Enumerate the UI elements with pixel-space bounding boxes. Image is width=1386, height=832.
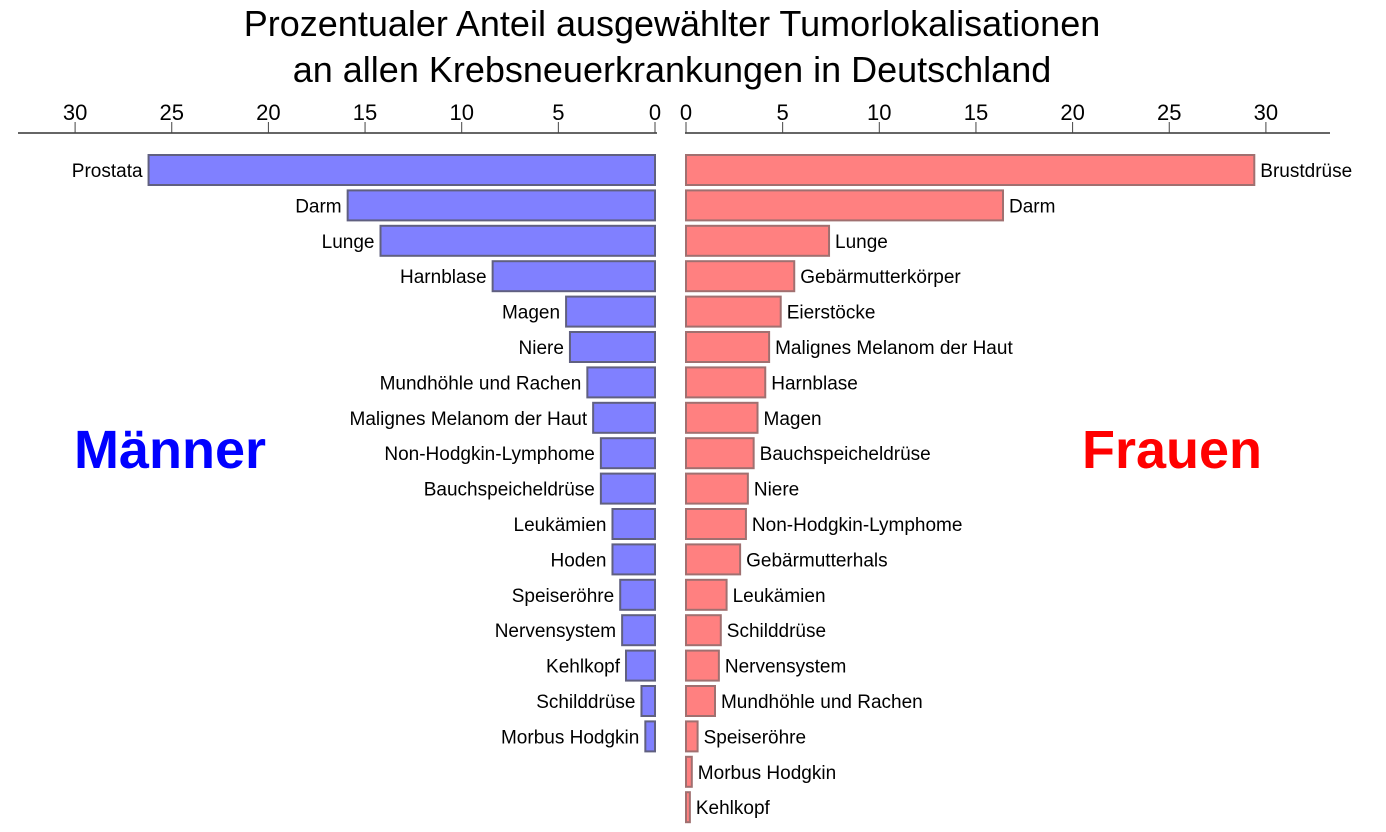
women-tick-label: 25 [1157,100,1181,125]
chart-title-line-1: Prozentualer Anteil ausgewählter Tumorlo… [244,3,1101,44]
women-bar [685,260,796,293]
women-bar [685,614,722,647]
men-category-label: Prostata [72,161,143,182]
women-bar [685,401,759,434]
men-bar [586,366,656,399]
women-bar [685,154,1256,186]
women-panel: 0 5 10 15 20 25 30 Brustdrüse Darm Lunge Gebärmutt… [680,100,1352,824]
men-tick-label: 25 [160,100,184,125]
men-tick-label: 0 [649,100,661,125]
women-bar [685,224,831,257]
men-bar [621,614,656,647]
men-category-label: Niere [519,338,564,359]
women-category-label: Brustdrüse [1260,161,1352,182]
men-category-label: Harnblase [400,267,487,288]
men-bar [599,472,656,505]
women-bar [685,649,720,682]
men-category-label: Mundhöhle und Rachen [380,373,582,394]
women-category-label: Magen [764,409,822,430]
men-category-label: Kehlkopf [546,657,621,678]
women-bar [685,189,1005,222]
women-category-label: Niere [754,480,799,501]
women-category-label: Leukämien [733,586,826,607]
men-bar [147,154,657,186]
men-bar [565,295,656,328]
men-tick-label: 5 [552,100,564,125]
women-bar [685,366,767,399]
men-category-label: Speiseröhre [512,586,614,607]
men-category-label: Morbus Hodgkin [501,727,639,748]
men-category-label: Schilddrüse [536,692,635,713]
men-category-label: Nervensystem [495,621,616,642]
women-category-label: Lunge [835,232,888,253]
women-category-label: Speiseröhre [704,727,806,748]
women-category-label: Gebärmutterhals [746,550,888,571]
men-bar [592,401,656,434]
men-bar [619,578,656,611]
women-category-label: Nervensystem [725,657,846,678]
men-bar [611,543,656,576]
men-bar [379,224,656,257]
women-category-label: Non-Hodgkin-Lymphome [752,515,963,536]
women-tick-label: 15 [964,100,988,125]
chart-title-line-2: an allen Krebsneuerkrankungen in Deutsch… [293,49,1052,90]
women-bar [685,755,693,788]
women-category-label: Eierstöcke [787,303,876,324]
men-tick-label: 20 [256,100,280,125]
men-bar [644,720,657,753]
men-tick-label: 10 [449,100,473,125]
women-bar [685,437,755,470]
men-tick-label: 15 [353,100,377,125]
women-tick-label: 30 [1254,100,1278,125]
women-bar [685,295,782,328]
men-bar [599,437,656,470]
men-panel-label: Männer [74,420,266,480]
men-bar [491,260,656,293]
men-bar [611,508,656,540]
women-bar [685,472,749,505]
men-category-label: Darm [295,196,341,217]
women-tick-label: 5 [777,100,789,125]
men-bar [640,685,656,717]
men-category-label: Non-Hodgkin-Lymphome [384,444,595,465]
women-bar [685,720,699,753]
women-bar [685,508,747,540]
women-category-label: Mundhöhle und Rachen [721,692,923,713]
women-tick-label: 20 [1060,100,1084,125]
men-tick-label: 30 [63,100,87,125]
men-category-label: Bauchspeicheldrüse [424,480,595,501]
men-category-label: Lunge [322,232,375,253]
women-category-label: Harnblase [771,373,858,394]
women-tick-label: 10 [867,100,891,125]
women-category-label: Bauchspeicheldrüse [760,444,931,465]
men-bar [625,649,657,682]
women-tick-label: 0 [680,100,692,125]
men-panel: 0 5 10 15 20 25 30 Prostata Darm Lunge Harnblase Ma… [18,100,661,753]
women-bar [685,331,771,363]
men-category-label: Leukämien [514,515,607,536]
women-bar [685,578,728,611]
women-category-label: Darm [1009,196,1055,217]
women-bar [685,685,716,717]
men-bar [346,189,656,222]
women-panel-label: Frauen [1082,420,1262,480]
men-bar [568,331,656,363]
men-category-label: Hoden [550,550,606,571]
men-category-label: Malignes Melanom der Haut [350,409,588,430]
men-category-label: Magen [502,303,560,324]
women-category-label: Kehlkopf [696,798,771,819]
women-category-label: Morbus Hodgkin [698,763,836,784]
women-bar [685,791,691,824]
women-category-label: Schilddrüse [727,621,826,642]
women-bar [685,543,742,576]
women-category-label: Gebärmutterkörper [800,267,961,288]
women-category-label: Malignes Melanom der Haut [775,338,1013,359]
